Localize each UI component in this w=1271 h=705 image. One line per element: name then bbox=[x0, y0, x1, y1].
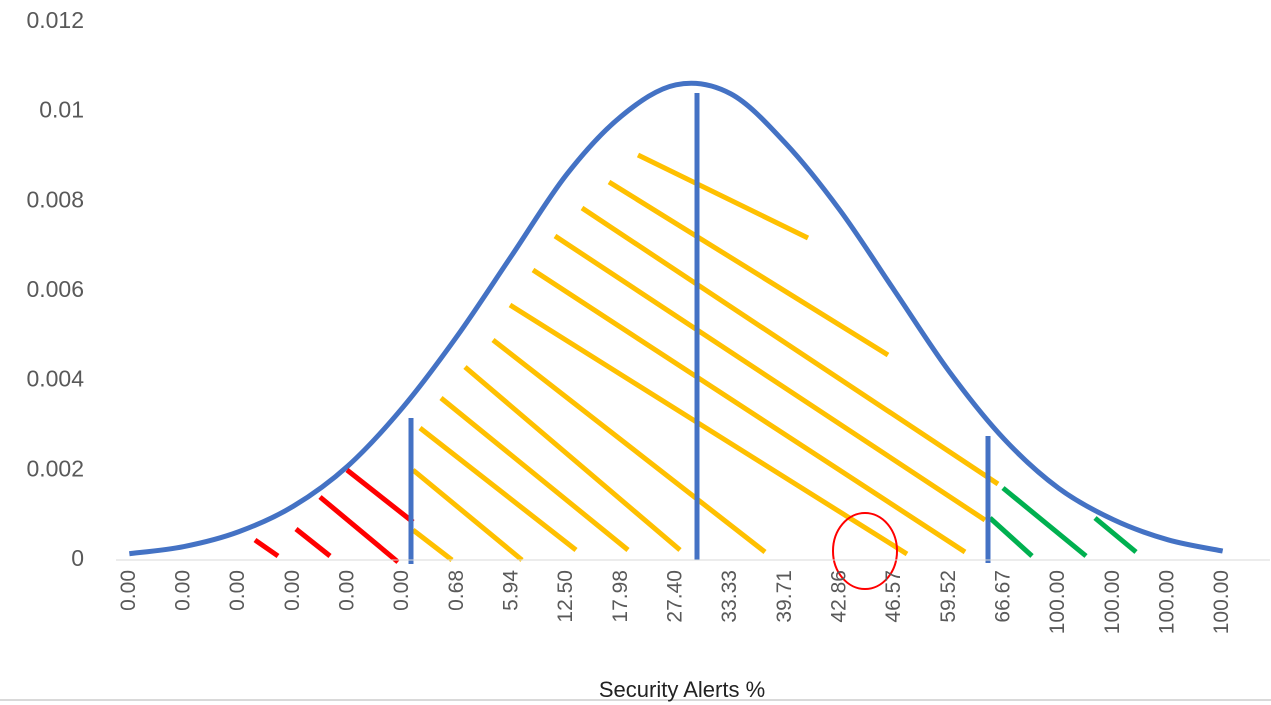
x-tick-label: 0.68 bbox=[445, 570, 468, 611]
curve bbox=[129, 80, 1224, 557]
y-tick-label: 0.006 bbox=[26, 276, 84, 302]
x-tick-label: 0.00 bbox=[281, 570, 304, 611]
x-tick-label: 100.00 bbox=[1101, 570, 1124, 634]
x-tick-label: 27.40 bbox=[664, 570, 687, 623]
highlight-circle bbox=[832, 512, 898, 590]
y-tick-label: 0.004 bbox=[26, 366, 84, 392]
green-hatch bbox=[988, 486, 1138, 558]
annotations bbox=[253, 93, 1138, 590]
x-tick-label: 100.00 bbox=[1210, 570, 1233, 634]
x-tick-label: 0.00 bbox=[172, 570, 195, 611]
x-tick-label: 42.86 bbox=[828, 570, 851, 623]
x-tick-label: 17.98 bbox=[609, 570, 632, 623]
x-axis-title: Security Alerts % bbox=[599, 677, 765, 702]
x-tick-label: 12.50 bbox=[554, 570, 577, 623]
y-tick-label: 0.008 bbox=[26, 186, 84, 212]
x-tick-label: 66.67 bbox=[992, 570, 1015, 623]
y-tick-label: 0.002 bbox=[26, 455, 84, 481]
y-tick-label: 0 bbox=[71, 545, 84, 571]
x-tick-label: 0.00 bbox=[336, 570, 359, 611]
x-tick-label: 0.00 bbox=[226, 570, 249, 611]
y-tick-label: 0.012 bbox=[26, 7, 84, 33]
x-tick-label: 39.71 bbox=[773, 570, 796, 623]
y-tick-label: 0.01 bbox=[39, 97, 84, 123]
red-hatch bbox=[253, 468, 415, 564]
yellow-hatch bbox=[411, 152, 1000, 562]
x-tick-label: 0.00 bbox=[117, 570, 140, 611]
x-tick-label: 100.00 bbox=[1046, 570, 1069, 634]
x-tick-label: 5.94 bbox=[500, 570, 523, 611]
x-tick-label: 100.00 bbox=[1156, 570, 1179, 634]
x-tick-label: 59.52 bbox=[937, 570, 960, 623]
marker-lines bbox=[408, 93, 991, 564]
x-tick-label: 33.33 bbox=[718, 570, 741, 623]
x-tick-label: 0.00 bbox=[390, 570, 413, 611]
x-tick-label: 46.57 bbox=[882, 570, 905, 623]
